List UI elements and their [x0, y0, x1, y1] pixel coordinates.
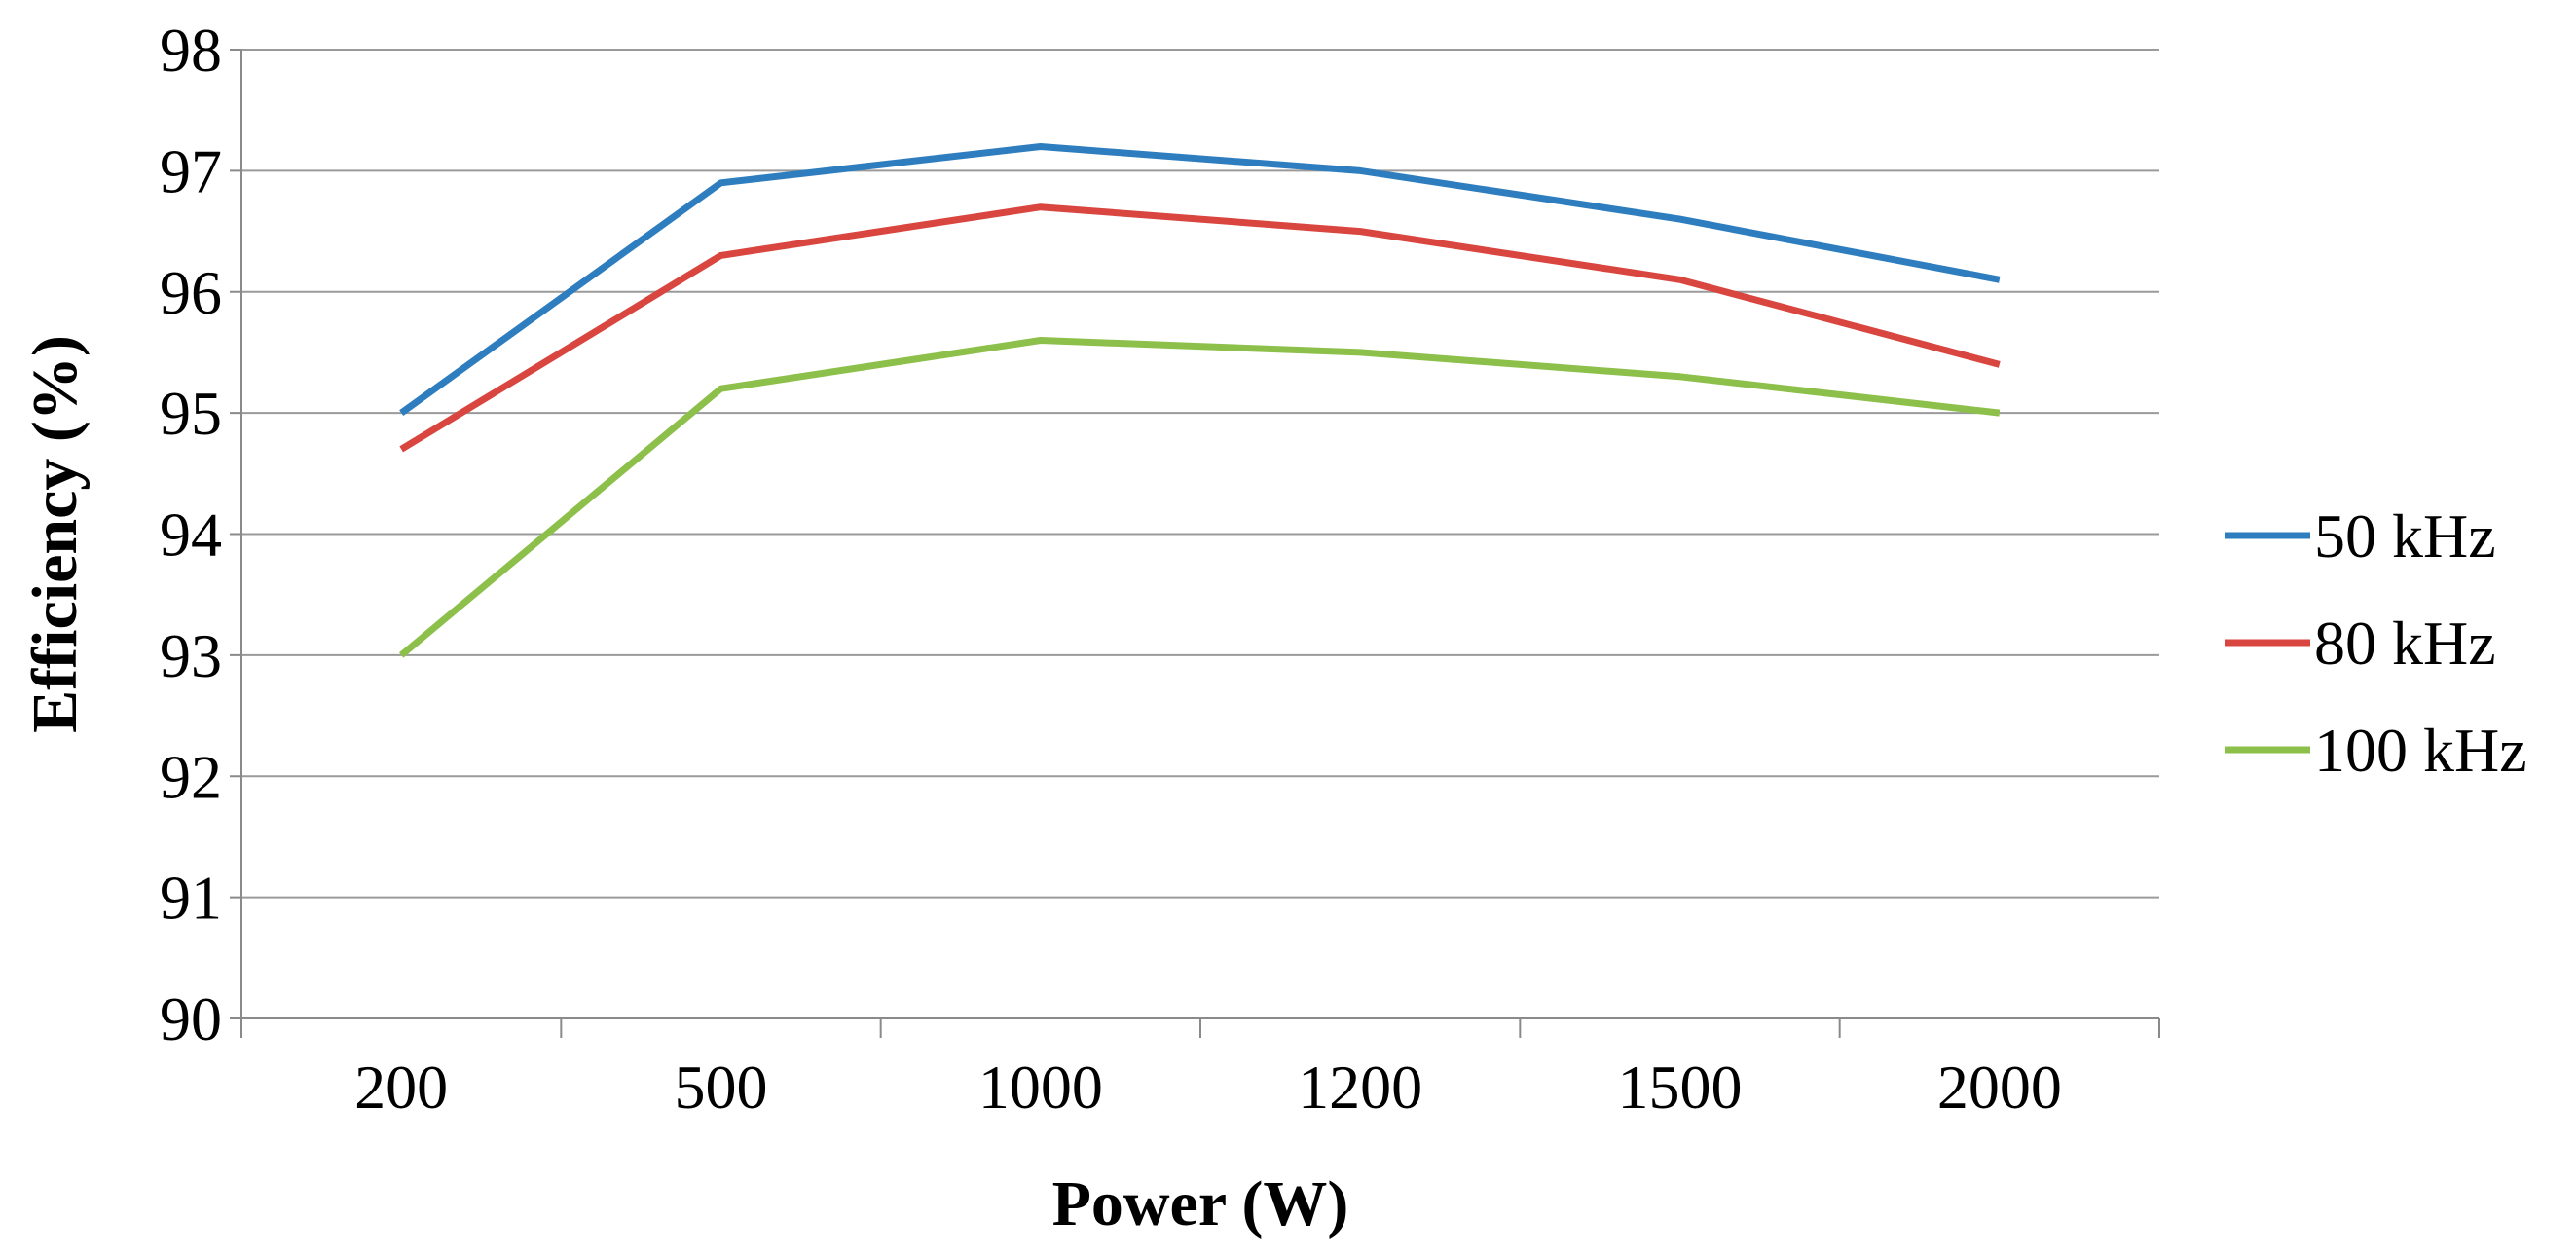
data-series [398, 143, 2001, 658]
x-tick-label: 1500 [1618, 1053, 1743, 1122]
y-tick-label: 96 [160, 258, 222, 327]
y-tick-label: 91 [160, 864, 222, 933]
series-line-50-khz [399, 143, 2001, 416]
x-tick-label: 1200 [1298, 1053, 1422, 1122]
y-tick-label: 97 [160, 136, 222, 205]
y-tick-label: 93 [160, 621, 222, 690]
axes [230, 49, 2160, 1038]
x-tick-label: 1000 [978, 1053, 1103, 1122]
legend: 50 kHz 80 kHz 100 kHz [2225, 501, 2527, 785]
x-tick-label: 2000 [1937, 1053, 2062, 1122]
grid-lines [241, 49, 2159, 899]
y-tick-label: 98 [160, 16, 222, 85]
legend-item: 80 kHz [2225, 609, 2496, 678]
y-tick-labels: 90 91 92 93 94 95 96 97 98 [160, 16, 222, 1054]
y-axis-title: Efficiency (%) [19, 335, 91, 733]
legend-item: 100 kHz [2225, 716, 2527, 785]
x-tick-labels: 200 500 1000 1200 1500 2000 [354, 1053, 2062, 1122]
y-tick-label: 94 [160, 500, 222, 570]
legend-item: 50 kHz [2225, 501, 2496, 571]
y-tick-label: 95 [160, 379, 222, 448]
legend-label: 50 kHz [2314, 501, 2496, 571]
series-line-100-khz [398, 337, 2001, 658]
x-tick-label: 200 [354, 1053, 448, 1122]
y-tick-label: 90 [160, 984, 222, 1054]
x-tick-label: 500 [675, 1053, 768, 1122]
x-axis-title: Power (W) [1052, 1168, 1349, 1239]
legend-label: 100 kHz [2314, 716, 2527, 785]
y-tick-label: 92 [160, 742, 222, 811]
legend-label: 80 kHz [2314, 609, 2496, 678]
series-line-80-khz [399, 203, 2001, 453]
